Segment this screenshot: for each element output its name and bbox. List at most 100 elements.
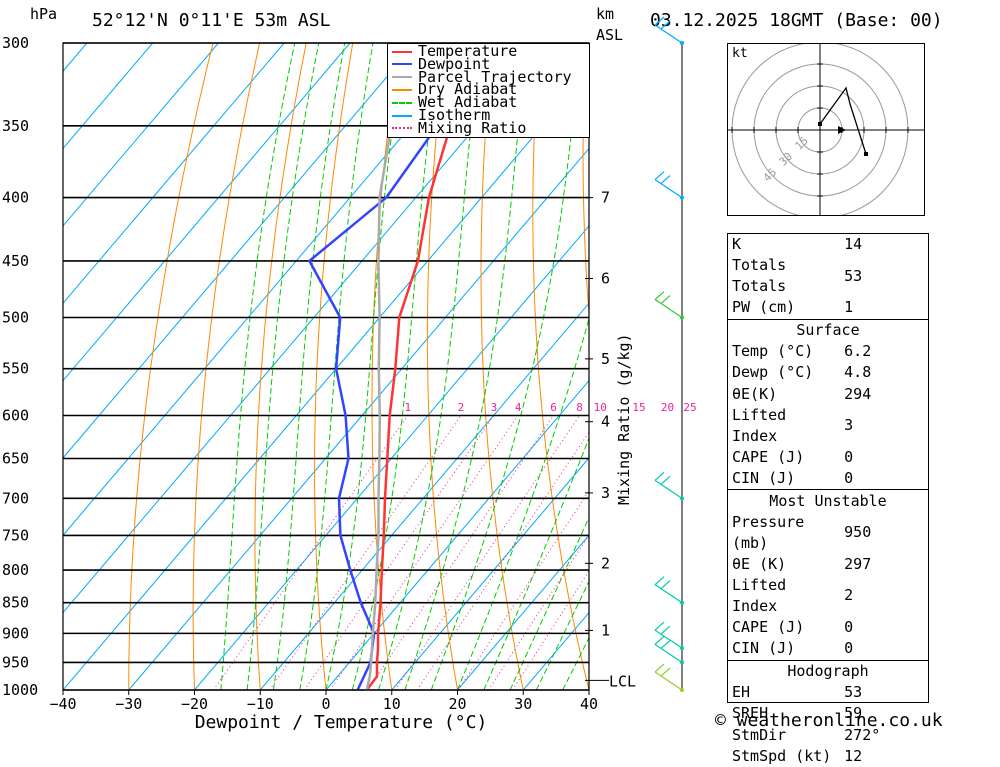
mixing-ratio-line (270, 416, 461, 691)
most-unstable-row: θE (K)297 (728, 554, 928, 575)
mixing-ratio-label: 20 (661, 401, 674, 414)
wind-barb-flag (661, 476, 670, 484)
section-title-text: Surface (728, 319, 928, 341)
x-tick-label: −30 (115, 695, 142, 713)
x-tick-label: −40 (49, 695, 76, 713)
index-value: 0 (840, 468, 928, 490)
dry-adiabat-line (255, 43, 306, 690)
section-title-text: Most Unstable (728, 490, 928, 512)
mixing-ratio-line (395, 416, 579, 691)
index-value: 950 (840, 512, 928, 554)
km-tick-label: 7 (601, 189, 610, 207)
isotherm-line (0, 43, 416, 690)
hodograph-ring-label: 30 (777, 150, 796, 169)
index-value: 53 (840, 255, 928, 297)
index-key: PW (cm) (728, 297, 840, 319)
surface-row: CAPE (J)0 (728, 447, 928, 468)
x-axis-label: Dewpoint / Temperature (°C) (195, 712, 488, 733)
index-key: CIN (J) (728, 468, 840, 490)
wind-barb (655, 644, 682, 662)
km-tick-label: 4 (601, 413, 610, 431)
index-key: Totals Totals (728, 255, 840, 297)
mixing-ratio-line (513, 416, 691, 691)
wind-barb-flag (655, 636, 664, 644)
x-tick-label: 20 (448, 695, 466, 713)
pressure-tick-label: 350 (2, 117, 29, 135)
mixing-ratio-line (368, 416, 554, 691)
index-value: 53 (840, 682, 928, 703)
index-value: 0 (840, 617, 928, 638)
km-tick-label: 2 (601, 554, 610, 572)
surface-row: Temp (°C)6.2 (728, 341, 928, 362)
index-section-title: Hodograph (728, 660, 928, 682)
index-key: Temp (°C) (728, 341, 840, 362)
index-key: CIN (J) (728, 638, 840, 660)
x-tick-label: −20 (181, 695, 208, 713)
most-unstable-row: CIN (J)0 (728, 638, 928, 660)
pressure-tick-label: 600 (2, 406, 29, 424)
hodograph-point (864, 152, 868, 156)
wind-barb (655, 300, 682, 318)
pressure-tick-label: 450 (2, 252, 29, 270)
dry-adiabat-line (427, 43, 457, 690)
index-value: 297 (840, 554, 928, 575)
section-title-text: Hodograph (728, 660, 928, 682)
mixing-ratio-label: 6 (550, 401, 557, 414)
index-key: EH (728, 682, 840, 703)
index-section-title: Surface (728, 319, 928, 341)
legend-swatch (392, 51, 412, 53)
wind-barb (655, 180, 682, 198)
index-key: StmSpd (kt) (728, 746, 840, 767)
parcel-trajectory-profile-line (367, 43, 409, 690)
wind-barb-flag (655, 172, 664, 180)
mixing-ratio-label: 4 (515, 401, 522, 414)
wind-barb (655, 25, 682, 43)
wind-barb (655, 480, 682, 498)
wet-adiabat-line (247, 43, 319, 690)
surface-row: Dewp (°C)4.8 (728, 362, 928, 383)
legend-label: Mixing Ratio (418, 119, 526, 137)
legend-swatch (392, 63, 412, 65)
pressure-tick-label: 300 (2, 34, 29, 52)
wind-barb-flag (661, 176, 670, 184)
wind-barb-flag (661, 21, 670, 29)
dry-adiabat-line (193, 43, 260, 690)
legend-swatch (392, 89, 412, 91)
index-key: Lifted Index (728, 575, 840, 617)
isobars (63, 43, 589, 690)
wind-barb-flag (661, 640, 670, 648)
wind-barb (655, 585, 682, 603)
mixing-ratio-line (330, 416, 518, 691)
pressure-tick-label: 900 (2, 624, 29, 642)
wind-barb-flag (655, 472, 664, 480)
wet-adiabat-line (221, 43, 295, 690)
wind-barb-flag (655, 664, 664, 672)
km-tick-label: 6 (601, 270, 610, 288)
index-value: 6.2 (840, 341, 928, 362)
isotherm-line (129, 43, 679, 690)
x-tick-label: 0 (321, 695, 330, 713)
index-value: 0 (840, 638, 928, 660)
isotherm-line (0, 43, 218, 690)
legend-item: Mixing Ratio (392, 122, 526, 135)
index-value: 2 (840, 575, 928, 617)
x-tick-label: 30 (514, 695, 532, 713)
isotherm-line (0, 43, 350, 690)
index-value: 294 (840, 383, 928, 404)
index-value: 3 (840, 405, 928, 447)
mixing-ratio-axis-label: Mixing Ratio (g/kg) (615, 333, 633, 505)
wet-adiabat-line (273, 43, 344, 690)
mixing-ratio-label: 15 (632, 401, 645, 414)
mixing-ratio-label: 3 (491, 401, 498, 414)
isotherm-line (0, 43, 284, 690)
hodograph-row: StmSpd (kt)12 (728, 746, 928, 767)
legend-swatch (392, 115, 412, 117)
index-key: θE(K) (728, 383, 840, 404)
lcl-label: LCL (609, 672, 636, 690)
hodograph-ring-label: 15 (792, 134, 811, 153)
